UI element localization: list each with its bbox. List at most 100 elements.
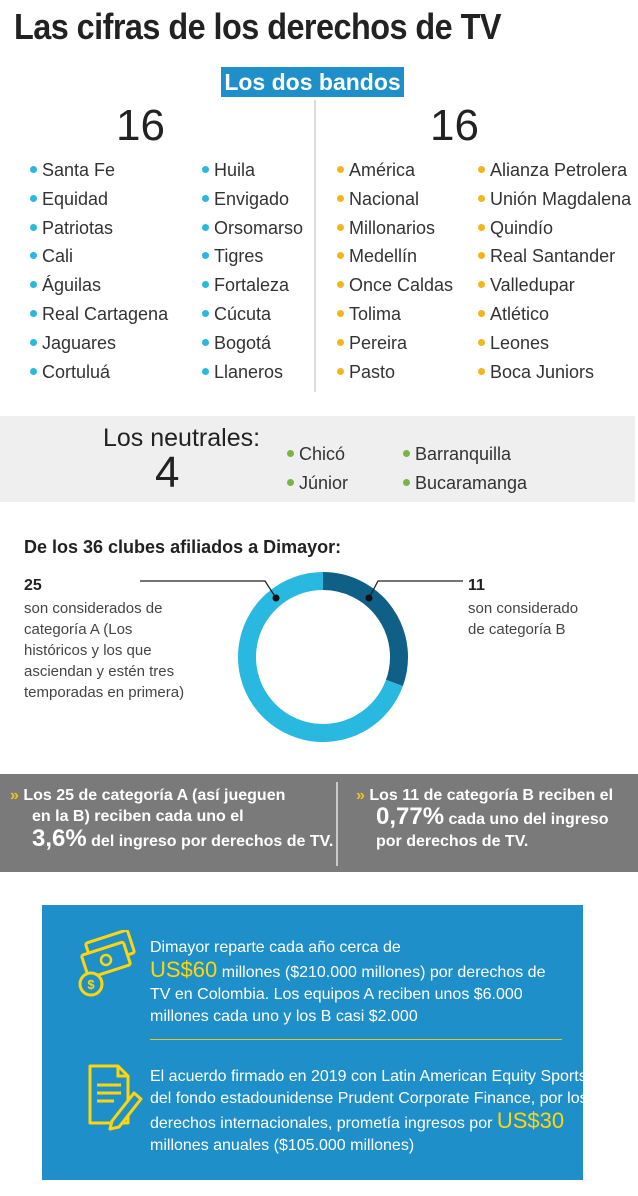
- bullet-dot: [202, 252, 209, 260]
- team-item: Jaguares: [30, 333, 116, 353]
- neutral-team: Chicó: [287, 444, 345, 464]
- bullet-dot: [30, 367, 37, 375]
- team-item: Patriotas: [30, 218, 113, 238]
- team-item: Fortaleza: [202, 275, 289, 295]
- reparto-band: [0, 774, 638, 872]
- info-separator: [150, 1039, 562, 1040]
- document-pen-icon: [88, 1064, 143, 1131]
- team-item: Pereira: [337, 333, 407, 353]
- team-item: Santa Fe: [30, 160, 115, 180]
- bullet-dot: [403, 479, 410, 486]
- team-item: Tigres: [202, 246, 263, 266]
- info-paragraph-2: El acuerdo firmado en 2019 con Latin Ame…: [150, 1068, 592, 1154]
- bullet-dot: [202, 367, 209, 375]
- category-b-text: son considerado de categoría B: [468, 600, 579, 638]
- team-item: Tolima: [337, 304, 401, 324]
- clubes-title: De los 36 clubes afiliados a Dimayor:: [24, 537, 342, 557]
- bullet-dot: [478, 338, 485, 346]
- team-item: Millonarios: [337, 218, 435, 238]
- bullet-dot: [202, 166, 209, 173]
- team-item: Nacional: [337, 189, 419, 209]
- svg-text:$: $: [87, 977, 95, 992]
- bullet-dot: [478, 194, 485, 202]
- team-item: Leones: [478, 333, 549, 353]
- donut-slice-category-b: [322, 572, 408, 687]
- category-a-leader-line: [140, 580, 277, 599]
- neutral-team: Júnior: [287, 473, 348, 493]
- bullet-dot: [403, 450, 410, 457]
- chevron-right-icon: »: [10, 787, 19, 804]
- team-item: Boca Juniors: [478, 362, 594, 382]
- team-item: Orsomarso: [202, 218, 303, 238]
- bullet-dot: [337, 310, 344, 317]
- bullet-dot: [337, 338, 344, 346]
- reparto-a: » Los 25 de categoría A (así jueguen en …: [10, 787, 334, 852]
- team-item: Medellín: [337, 246, 417, 266]
- bullet-dot: [30, 338, 37, 346]
- bullet-dot: [30, 281, 37, 289]
- bandos-divider: [314, 100, 316, 392]
- team-item: Águilas: [30, 275, 101, 295]
- bullet-dot: [337, 223, 344, 231]
- donut-chart: [140, 572, 463, 742]
- team-item: Once Caldas: [337, 275, 453, 295]
- bullet-dot: [478, 223, 485, 231]
- category-a-text: son considerados de categoría A (Los his…: [24, 600, 185, 701]
- bullet-dot: [337, 367, 344, 375]
- category-b-leader-line: [368, 580, 463, 599]
- team-item: Cortuluá: [30, 362, 110, 382]
- right-count: 16: [430, 101, 479, 150]
- team-item: Atlético: [478, 304, 549, 324]
- bandos-label: Los dos bandos: [221, 67, 404, 97]
- team-item: Pasto: [337, 362, 395, 382]
- bullet-dot: [30, 252, 37, 260]
- info-paragraph-1: Dimayor reparte cada año cerca de US$60 …: [150, 939, 546, 1025]
- team-item: Real Cartagena: [30, 304, 168, 324]
- bullet-dot: [478, 252, 485, 260]
- category-a-marker: [272, 594, 280, 602]
- left-count: 16: [116, 101, 165, 150]
- team-item: Unión Magdalena: [478, 189, 631, 209]
- bullet-dot: [337, 252, 344, 260]
- team-item: Llaneros: [202, 362, 283, 382]
- bullet-dot: [287, 450, 294, 457]
- page-title: Las cifras de los derechos de TV: [14, 6, 501, 47]
- category-b-count: 11: [468, 577, 485, 594]
- bullet-dot: [30, 223, 37, 231]
- bullet-dot: [287, 479, 294, 486]
- bullet-dot: [30, 166, 37, 173]
- reparto-divider: [336, 782, 338, 866]
- money-icon: $: [78, 930, 136, 997]
- bullet-dot: [478, 281, 485, 289]
- team-item: Bogotá: [202, 333, 271, 353]
- team-item: Cúcuta: [202, 304, 271, 324]
- bullet-dot: [337, 166, 344, 173]
- bullet-dot: [202, 223, 209, 231]
- chevron-right-icon: »: [356, 787, 365, 804]
- team-item: América: [337, 160, 415, 180]
- bullet-dot: [337, 194, 344, 202]
- team-item: Equidad: [30, 189, 108, 209]
- reparto-b: » Los 11 de categoría B reciben el 0,77%…: [356, 787, 614, 850]
- neutrales-panel: [0, 416, 635, 502]
- team-item: Cali: [30, 246, 73, 266]
- bullet-dot: [202, 310, 209, 317]
- neutral-team: Barranquilla: [403, 444, 511, 464]
- bullet-dot: [478, 367, 485, 375]
- bullet-dot: [337, 281, 344, 289]
- bullet-dot: [202, 281, 209, 289]
- bullet-dot: [202, 194, 209, 202]
- bullet-dot: [478, 166, 485, 173]
- neutral-team: Bucaramanga: [403, 473, 527, 493]
- team-item: Valledupar: [478, 275, 575, 295]
- neutrales-label: Los neutrales:: [103, 424, 261, 452]
- team-item: Real Santander: [478, 246, 615, 266]
- team-item: Huila: [202, 160, 255, 180]
- bullet-dot: [30, 310, 37, 317]
- neutrales-count: 4: [155, 448, 180, 497]
- category-a-count: 25: [24, 577, 42, 594]
- bullet-dot: [30, 194, 37, 202]
- team-item: Envigado: [202, 189, 289, 209]
- bullet-dot: [202, 338, 209, 346]
- bullet-dot: [478, 310, 485, 317]
